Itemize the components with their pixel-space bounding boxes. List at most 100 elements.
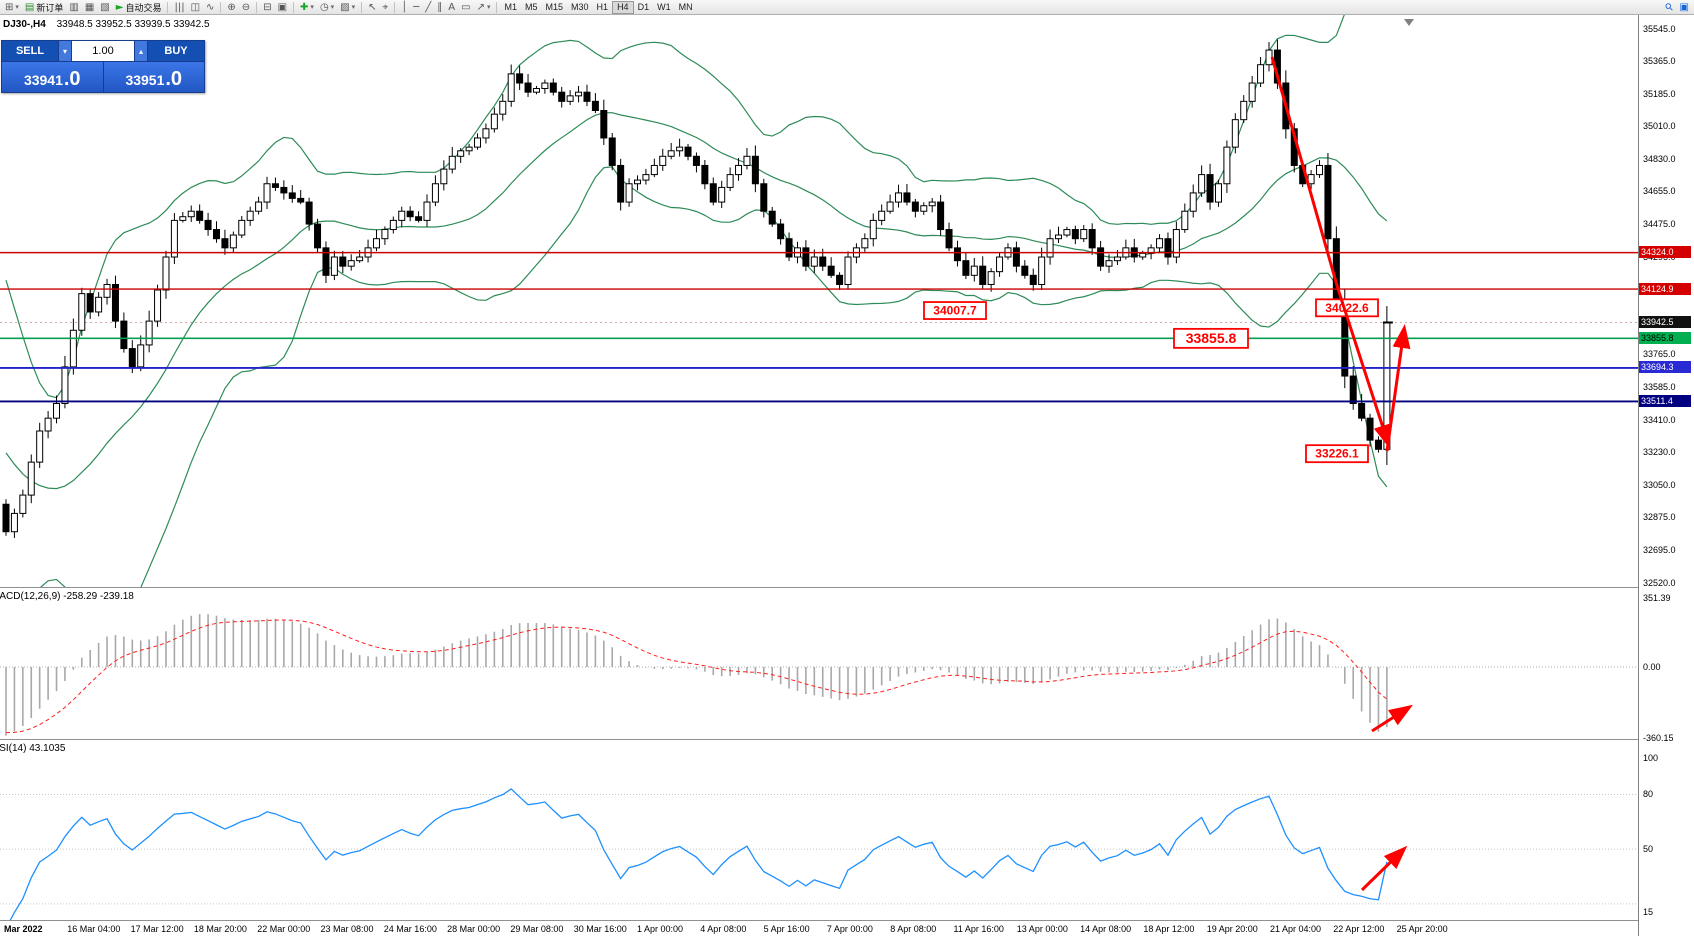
volume-input[interactable] (72, 41, 134, 61)
macd-up-arrow[interactable] (1371, 704, 1414, 733)
market-watch-icon[interactable]: ▥ (66, 1, 81, 14)
timeframe-buttons: M1 M5 M15 M30 H1 H4 D1 W1 MN (500, 0, 696, 14)
rsi-canvas[interactable] (0, 740, 1638, 920)
panel-splitter[interactable] (0, 587, 1694, 588)
rsi-axis-label: 100 (1643, 752, 1659, 763)
time-axis-label: 24 Mar 16:00 (383, 924, 437, 934)
tile-windows-icon[interactable]: ⊟ (260, 1, 274, 14)
cursor-icon[interactable]: ↖ (365, 1, 379, 14)
time-axis-label: 28 Mar 00:00 (447, 924, 501, 934)
svg-text:34007.7: 34007.7 (933, 304, 977, 318)
channel-icon[interactable]: ∥ (434, 1, 445, 14)
time-axis-label: 30 Mar 16:00 (573, 924, 627, 934)
time-axis-label: 25 Apr 20:00 (1396, 924, 1448, 934)
timeframe-m5-button[interactable]: M5 (525, 1, 538, 12)
line-chart-icon-glyph: ∿ (206, 1, 215, 13)
sell-button[interactable]: SELL (2, 41, 58, 61)
zoom-in-icon[interactable]: ⊕ (224, 1, 238, 14)
bar-chart-icon[interactable]: ||| (171, 1, 187, 14)
arrows-icon[interactable]: ↗ ▾ (474, 1, 494, 14)
price-axis-label: 32520.0 (1643, 577, 1676, 588)
price-axis-label: 34830.0 (1643, 154, 1676, 165)
dropdown-arrow-icon: ▾ (15, 4, 19, 11)
candlestick-chart-icon[interactable]: ◫ (188, 1, 203, 14)
timeframe-w1-button[interactable]: W1 (657, 1, 671, 12)
price-axis-label: 35010.0 (1643, 121, 1676, 132)
main-chart-canvas[interactable]: 34007.7 33855.8 34022.6 33226.1 (0, 15, 1638, 587)
new-order-button[interactable]: ▤ 新订单 (22, 1, 66, 14)
toolbar-items: ⊞ ▾ ▤ 新订单 ▥ ▦ ▧ ► 自动交易 ||| ◫ ∿ ⊕ ⊖ ⊟ ▣ ✚ ▾ ◷ ▾ ▨ ▾ ↖ ⌖ │ ─ ╱ ∥ A ▭ ↗ ▾ (2, 0, 500, 14)
volume-decrease-button[interactable]: ▾ (58, 41, 72, 61)
sell-price[interactable]: 33941.0 (2, 62, 103, 92)
text-icon[interactable]: A (445, 1, 458, 14)
crosshair-icon[interactable]: ⌖ (380, 1, 392, 14)
vertical-line-icon[interactable]: │ (398, 1, 410, 14)
periods-button-glyph: ◷ (319, 1, 329, 13)
price-annotation[interactable]: 33855.8 (1173, 327, 1249, 349)
time-axis-label: Mar 2022 (4, 924, 43, 934)
timeframe-h4-button[interactable]: H4 (612, 0, 634, 14)
search-icon[interactable]: ⚲ (1663, 1, 1676, 14)
new-chart-icon[interactable]: ⊞ ▾ (2, 1, 22, 14)
price-annotation[interactable]: 33226.1 (1305, 444, 1369, 464)
price-axis-label: 33050.0 (1643, 480, 1676, 491)
line-chart-icon[interactable]: ∿ (203, 1, 217, 14)
rsi-axis-label: 15 (1643, 907, 1654, 918)
horizontal-line-icon-glyph: ─ (413, 1, 420, 13)
trendline-icon[interactable]: ╱ (422, 1, 434, 14)
price-axis[interactable]: 35545.0 35365.0 35185.0 35010.0 34830.0 34655… (1638, 15, 1694, 936)
svg-text:33226.1: 33226.1 (1315, 447, 1359, 461)
timeframe-h1-button[interactable]: H1 (596, 1, 609, 12)
buy-button[interactable]: BUY (148, 41, 204, 61)
rebound-arrow[interactable] (1385, 324, 1411, 452)
cursor-icon-glyph: ↖ (368, 1, 377, 13)
toolbar: ⊞ ▾ ▤ 新订单 ▥ ▦ ▧ ► 自动交易 ||| ◫ ∿ ⊕ ⊖ ⊟ ▣ ✚ ▾ ◷ ▾ ▨ ▾ ↖ ⌖ │ ─ ╱ ∥ A ▭ ↗ ▾ … (0, 0, 1694, 15)
templates-button[interactable]: ▨ ▾ (337, 1, 358, 14)
timeframe-m15-button[interactable]: M15 (545, 1, 564, 12)
price-axis-label: 32875.0 (1643, 512, 1676, 523)
text-label-icon[interactable]: ▭ (458, 1, 473, 14)
trade-panel-divider (102, 62, 104, 92)
chart-shift-marker-icon[interactable] (1404, 19, 1414, 26)
price-annotation[interactable]: 34007.7 (923, 301, 987, 320)
downtrend-arrow[interactable] (1270, 56, 1392, 449)
price-level-badge: 34324.0 (1639, 246, 1691, 259)
time-axis[interactable]: Mar 2022 16 Mar 04:00 17 Mar 12:00 18 Mar 2… (0, 921, 1638, 936)
navigator-icon[interactable]: ▧ (97, 1, 112, 14)
timeframe-m1-button[interactable]: M1 (504, 1, 517, 12)
price-axis-label: 33410.0 (1643, 414, 1676, 425)
macd-canvas[interactable] (0, 588, 1638, 739)
price-level-badge: 33855.8 (1639, 331, 1691, 344)
panel-splitter[interactable] (0, 739, 1694, 740)
price-axis-label: 33585.0 (1643, 382, 1676, 393)
new-order-button-label: 新订单 (36, 2, 64, 13)
toolbar-right: ⚲ ▣ (1663, 0, 1692, 14)
timeframe-d1-button[interactable]: D1 (637, 1, 650, 12)
timeframe-m30-button[interactable]: M30 (571, 1, 589, 12)
volume-increase-button[interactable]: ▴ (134, 41, 148, 61)
buy-price[interactable]: 33951.0 (104, 62, 205, 92)
new-chart-icon-glyph: ⊞ (5, 1, 14, 13)
rsi-axis-label: 50 (1643, 843, 1654, 854)
periods-button[interactable]: ◷ ▾ (317, 1, 337, 14)
toolbar-separator (496, 1, 498, 13)
channel-icon-glyph: ∥ (437, 1, 443, 13)
text-icon-glyph: A (448, 1, 456, 13)
community-icon[interactable]: ▣ (1677, 1, 1692, 14)
autotrading-button-glyph: ► (115, 1, 124, 13)
rsi-up-arrow[interactable] (1360, 845, 1408, 892)
macd-axis-label: 351.39 (1643, 593, 1671, 603)
search-icon-glyph: ⚲ (1663, 0, 1677, 14)
autotrading-button[interactable]: ► 自动交易 (113, 1, 165, 14)
cascade-windows-icon[interactable]: ▣ (275, 1, 290, 14)
data-window-icon[interactable]: ▦ (82, 1, 97, 14)
zoom-out-icon[interactable]: ⊖ (239, 1, 253, 14)
panel-splitter[interactable] (0, 920, 1694, 921)
horizontal-line-icon[interactable]: ─ (410, 1, 422, 14)
timeframe-mn-button[interactable]: MN (678, 1, 693, 12)
vertical-line-icon-glyph: │ (401, 1, 408, 13)
indicators-button[interactable]: ✚ ▾ (297, 1, 317, 14)
indicators-button-glyph: ✚ (300, 1, 309, 13)
market-watch-icon-glyph: ▥ (69, 1, 79, 13)
